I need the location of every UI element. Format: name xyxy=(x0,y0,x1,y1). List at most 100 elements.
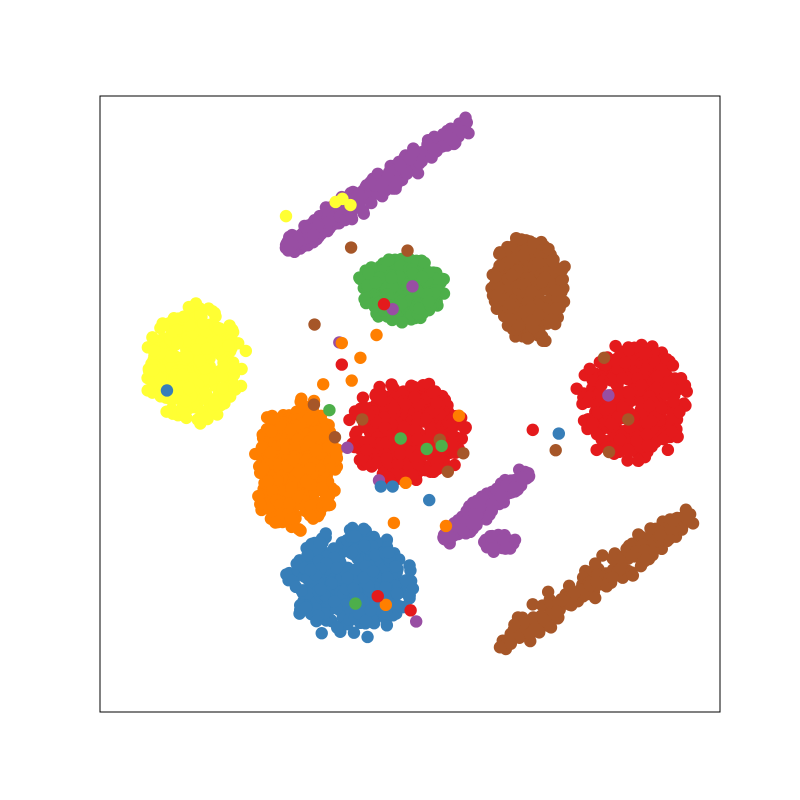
scatter-point xyxy=(484,530,497,543)
scatter-point xyxy=(625,549,638,563)
scatter-point xyxy=(639,552,653,566)
scatter-point xyxy=(532,256,545,269)
scatter-point-outlier xyxy=(341,441,354,454)
scatter-point xyxy=(304,563,317,576)
scatter-point xyxy=(508,618,521,631)
scatter-point xyxy=(475,490,488,503)
scatter-point xyxy=(182,300,196,314)
scatter-point xyxy=(167,312,181,325)
scatter-point xyxy=(359,296,373,310)
scatter-point-outlier xyxy=(345,374,358,387)
plot-frame xyxy=(99,95,721,713)
scatter-point xyxy=(465,516,478,530)
scatter-point xyxy=(622,386,636,400)
scatter-point xyxy=(416,270,429,284)
scatter-point xyxy=(565,599,578,612)
scatter-point xyxy=(301,548,314,562)
scatter-point xyxy=(160,405,173,418)
scatter-point xyxy=(269,516,282,529)
scatter-point xyxy=(504,637,518,650)
scatter-point-outlier xyxy=(549,444,562,457)
scatter-point xyxy=(394,447,407,460)
scatter-point xyxy=(512,319,526,332)
scatter-point xyxy=(285,481,298,495)
scatter-point xyxy=(375,178,389,191)
scatter-point xyxy=(605,417,618,430)
scatter-point-outlier xyxy=(381,288,394,301)
scatter-point xyxy=(413,302,426,315)
scatter-point-outlier xyxy=(404,604,417,617)
scatter-point xyxy=(358,539,371,552)
scatter-point-outlier xyxy=(387,516,401,530)
scatter-point xyxy=(406,267,420,280)
scatter-point xyxy=(199,386,213,400)
scatter-point xyxy=(359,614,373,627)
scatter-point xyxy=(524,627,537,641)
scatter-point-outlier xyxy=(374,480,388,493)
scatter-point xyxy=(410,450,424,463)
scatter-point xyxy=(281,235,295,248)
scatter-point xyxy=(328,595,341,608)
scatter-point xyxy=(284,512,298,525)
scatter-point xyxy=(375,394,389,407)
scatter-point xyxy=(507,481,521,494)
points-layer xyxy=(141,111,700,656)
scatter-point xyxy=(589,591,602,605)
scatter-point xyxy=(665,425,678,438)
scatter-point xyxy=(486,542,500,556)
scatter-point xyxy=(555,275,568,288)
scatter-point xyxy=(405,379,418,392)
scatter-point xyxy=(642,399,656,413)
scatter-point xyxy=(596,549,609,562)
scatter-point xyxy=(141,384,154,397)
scatter-point xyxy=(210,335,223,349)
scatter-point-outlier xyxy=(379,598,393,612)
scatter-point xyxy=(541,585,555,599)
scatter-point xyxy=(622,343,636,357)
scatter-point xyxy=(330,449,343,462)
scatter-point xyxy=(542,242,555,256)
scatter-point xyxy=(352,188,365,201)
scatter-point xyxy=(666,359,680,372)
scatter-point xyxy=(606,552,619,565)
scatter-point-outlier xyxy=(441,465,455,478)
scatter-point xyxy=(549,302,563,315)
scatter-point xyxy=(284,423,298,436)
scatter-point xyxy=(213,322,226,335)
scatter-point xyxy=(294,524,307,537)
scatter-point xyxy=(515,233,528,246)
scatter-point-outlier xyxy=(406,280,419,293)
scatter-point-outlier xyxy=(420,442,433,456)
scatter-point xyxy=(319,201,333,214)
scatter-point xyxy=(385,378,398,391)
scatter-point xyxy=(626,569,640,582)
scatter-point xyxy=(555,263,569,277)
scatter-point xyxy=(299,601,313,614)
scatter-point xyxy=(347,626,361,639)
scatter-point xyxy=(404,564,417,577)
scatter-point xyxy=(182,381,196,395)
scatter-point xyxy=(222,339,235,352)
scatter-point xyxy=(349,563,363,576)
scatter-point xyxy=(635,379,648,392)
scatter-point xyxy=(176,368,190,382)
scatter-point xyxy=(493,247,506,261)
scatter-point xyxy=(621,454,634,467)
scatter-point-outlier xyxy=(356,413,369,426)
scatter-point xyxy=(365,196,378,210)
scatter-point xyxy=(632,454,645,468)
scatter-point xyxy=(286,453,300,466)
scatter-point xyxy=(499,542,512,555)
scatter-point xyxy=(254,497,267,511)
scatter-point xyxy=(662,380,675,394)
scatter-point xyxy=(674,372,688,385)
scatter-point xyxy=(356,391,370,404)
scatter-point xyxy=(667,395,680,408)
scatter-point xyxy=(441,130,455,143)
scatter-point-outlier xyxy=(602,389,615,402)
scatter-point xyxy=(304,499,317,513)
scatter-point xyxy=(157,319,170,332)
scatter-point xyxy=(197,317,210,330)
